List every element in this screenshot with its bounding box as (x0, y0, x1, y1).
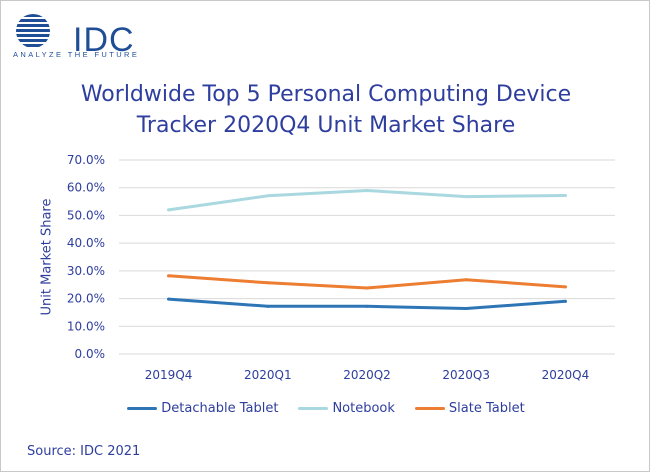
chart-title-line-2: Tracker 2020Q4 Unit Market Share (136, 113, 516, 138)
data-point (464, 307, 468, 311)
data-point (563, 299, 567, 303)
y-tick-label: 0.0% (75, 347, 106, 361)
legend: Detachable Tablet Notebook Slate Tablet (1, 401, 650, 416)
idc-logo: IDC ANALYZE THE FUTURE (13, 13, 153, 61)
x-tick-label: 2020Q2 (343, 368, 391, 382)
series-line-slate-tablet (167, 274, 567, 290)
globe-icon (16, 14, 50, 47)
chart-title-line-1: Worldwide Top 5 Personal Computing Devic… (80, 82, 572, 107)
series-lines (167, 188, 567, 311)
legend-label: Notebook (332, 401, 395, 416)
data-point (266, 194, 270, 198)
y-tick-label: 40.0% (67, 236, 105, 250)
series-line-notebook (167, 189, 567, 212)
data-point (365, 304, 369, 308)
y-tick-label: 70.0% (67, 153, 105, 167)
y-tick-label: 20.0% (67, 292, 105, 306)
legend-item-detachable-tablet: Detachable Tablet (127, 401, 278, 416)
x-tick-label: 2020Q1 (244, 368, 292, 382)
chart-title: Worldwide Top 5 Personal Computing Devic… (1, 79, 650, 141)
x-tick-label: 2019Q4 (145, 368, 193, 382)
x-tick-label: 2020Q4 (542, 368, 590, 382)
data-point (167, 297, 171, 301)
data-point (563, 193, 567, 197)
legend-swatch (298, 407, 329, 410)
legend-swatch (127, 407, 158, 410)
gridlines (119, 159, 615, 355)
source-note: Source: IDC 2021 (27, 444, 141, 459)
data-point (365, 188, 369, 192)
x-tick-label: 2020Q3 (442, 368, 490, 382)
data-point (266, 281, 270, 285)
y-axis-ticks: 0.0% 10.0% 20.0% 30.0% 40.0% 50.0% 60.0% 70.0% (67, 153, 105, 361)
data-point (167, 208, 171, 212)
data-point (563, 285, 567, 289)
y-tick-label: 50.0% (67, 208, 105, 222)
data-point (365, 286, 369, 290)
legend-item-notebook: Notebook (298, 401, 395, 416)
y-tick-label: 60.0% (67, 181, 105, 195)
y-tick-label: 30.0% (67, 264, 105, 278)
y-tick-label: 10.0% (67, 319, 105, 333)
legend-label: Detachable Tablet (161, 401, 279, 416)
logo-tagline: ANALYZE THE FUTURE (13, 50, 140, 59)
data-point (464, 278, 468, 282)
legend-item-slate-tablet: Slate Tablet (414, 401, 525, 416)
data-point (167, 274, 171, 278)
legend-label: Slate Tablet (448, 401, 525, 416)
data-point (464, 195, 468, 199)
x-axis-ticks: 2019Q4 2020Q1 2020Q2 2020Q3 2020Q4 (145, 368, 589, 382)
legend-swatch (414, 407, 445, 410)
data-point (266, 304, 270, 308)
logo-wordmark: IDC (73, 21, 135, 59)
